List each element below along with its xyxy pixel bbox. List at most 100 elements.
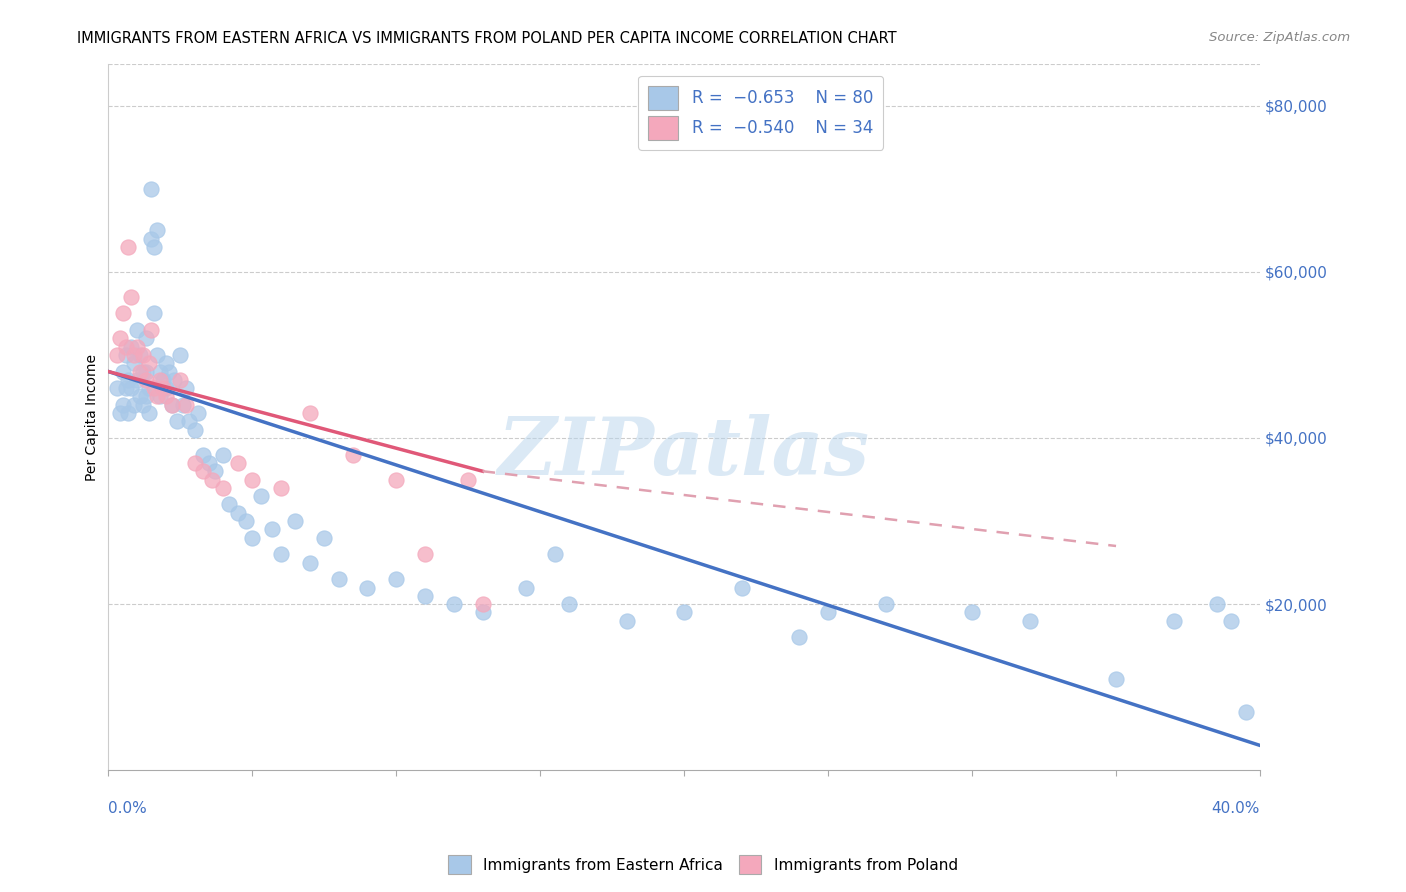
Point xyxy=(141,323,163,337)
Point xyxy=(328,572,350,586)
Point xyxy=(186,406,208,420)
Point xyxy=(413,547,436,561)
Point xyxy=(212,448,235,462)
Point xyxy=(149,389,172,403)
Point xyxy=(731,581,754,595)
Point xyxy=(152,381,174,395)
Point xyxy=(111,306,134,320)
Point xyxy=(117,240,139,254)
Point xyxy=(105,348,128,362)
Point xyxy=(193,448,215,462)
Point xyxy=(108,406,131,420)
Point xyxy=(141,231,163,245)
Point xyxy=(146,223,169,237)
Y-axis label: Per Capita Income: Per Capita Income xyxy=(86,354,100,481)
Point xyxy=(616,614,638,628)
Point xyxy=(157,364,180,378)
Point xyxy=(149,364,172,378)
Point xyxy=(143,381,166,395)
Point xyxy=(122,398,145,412)
Point xyxy=(201,473,224,487)
Point xyxy=(120,340,142,354)
Point xyxy=(960,606,983,620)
Point xyxy=(172,398,194,412)
Point xyxy=(543,547,565,561)
Point xyxy=(138,406,160,420)
Point xyxy=(174,381,197,395)
Point xyxy=(135,364,157,378)
Point xyxy=(135,373,157,387)
Point xyxy=(160,398,183,412)
Point xyxy=(1205,597,1227,611)
Point xyxy=(132,364,155,378)
Point xyxy=(1105,672,1128,686)
Point xyxy=(163,373,186,387)
Point xyxy=(198,456,221,470)
Text: IMMIGRANTS FROM EASTERN AFRICA VS IMMIGRANTS FROM POLAND PER CAPITA INCOME CORRE: IMMIGRANTS FROM EASTERN AFRICA VS IMMIGR… xyxy=(77,31,897,46)
Text: 0.0%: 0.0% xyxy=(108,801,148,815)
Point xyxy=(111,398,134,412)
Point xyxy=(443,597,465,611)
Point xyxy=(160,398,183,412)
Text: Source: ZipAtlas.com: Source: ZipAtlas.com xyxy=(1209,31,1350,45)
Point xyxy=(166,414,188,428)
Point xyxy=(226,506,249,520)
Text: ZIPatlas: ZIPatlas xyxy=(498,414,870,491)
Point xyxy=(240,531,263,545)
Point xyxy=(270,547,292,561)
Point xyxy=(284,514,307,528)
Point xyxy=(356,581,378,595)
Point xyxy=(385,473,408,487)
Point xyxy=(673,606,696,620)
Point xyxy=(169,348,191,362)
Point xyxy=(471,606,494,620)
Point xyxy=(177,414,200,428)
Point xyxy=(114,348,136,362)
Point xyxy=(120,381,142,395)
Point xyxy=(120,290,142,304)
Point xyxy=(125,323,148,337)
Point xyxy=(129,364,152,378)
Point xyxy=(125,340,148,354)
Point xyxy=(471,597,494,611)
Point xyxy=(515,581,537,595)
Point xyxy=(342,448,364,462)
Point xyxy=(235,514,257,528)
Point xyxy=(875,597,897,611)
Point xyxy=(141,182,163,196)
Point xyxy=(1018,614,1040,628)
Point xyxy=(413,589,436,603)
Point xyxy=(226,456,249,470)
Point xyxy=(169,373,191,387)
Point xyxy=(135,389,157,403)
Legend: Immigrants from Eastern Africa, Immigrants from Poland: Immigrants from Eastern Africa, Immigran… xyxy=(441,849,965,880)
Point xyxy=(111,364,134,378)
Point xyxy=(149,373,172,387)
Point xyxy=(314,531,336,545)
Point xyxy=(218,498,240,512)
Point xyxy=(240,473,263,487)
Point xyxy=(262,522,284,536)
Point xyxy=(193,464,215,478)
Point xyxy=(250,489,273,503)
Point xyxy=(817,606,839,620)
Point xyxy=(558,597,581,611)
Point xyxy=(146,348,169,362)
Point xyxy=(212,481,235,495)
Point xyxy=(143,240,166,254)
Point xyxy=(105,381,128,395)
Point xyxy=(138,381,160,395)
Point xyxy=(155,356,177,370)
Point xyxy=(155,381,177,395)
Point xyxy=(114,381,136,395)
Point xyxy=(152,373,174,387)
Point xyxy=(204,464,226,478)
Point xyxy=(1220,614,1243,628)
Point xyxy=(129,348,152,362)
Point xyxy=(122,348,145,362)
Point xyxy=(298,556,321,570)
Text: 40.0%: 40.0% xyxy=(1212,801,1260,815)
Point xyxy=(117,406,139,420)
Legend: R =  −0.653    N = 80, R =  −0.540    N = 34: R = −0.653 N = 80, R = −0.540 N = 34 xyxy=(638,76,883,150)
Point xyxy=(125,373,148,387)
